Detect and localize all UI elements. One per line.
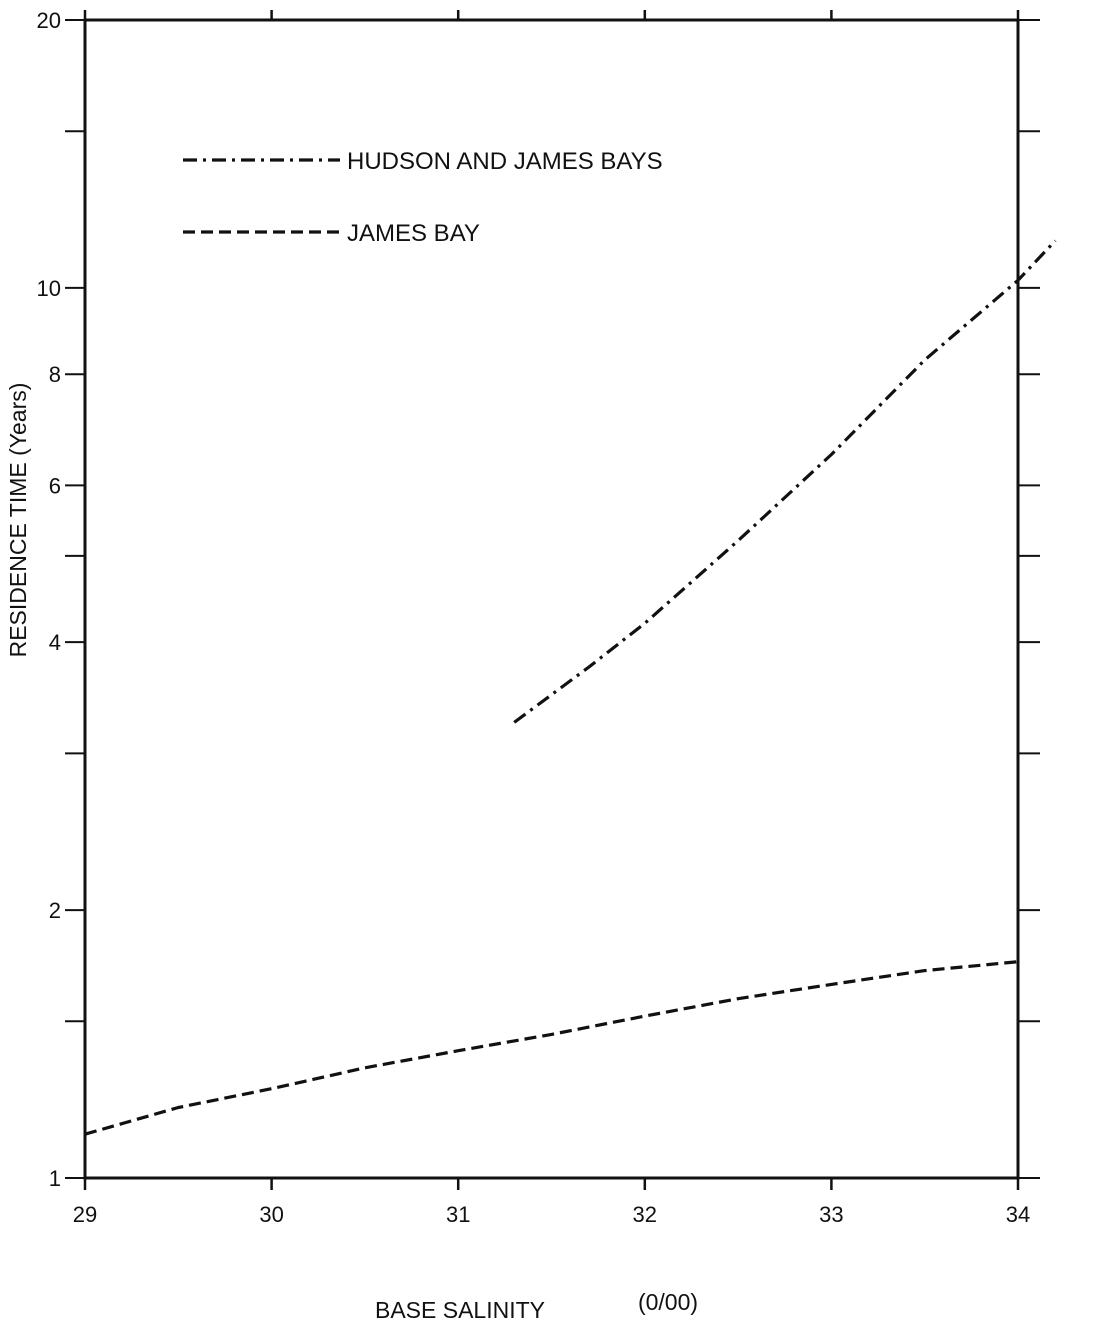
y-axis: 1 2 4 6 8 10 20 xyxy=(37,8,1040,1191)
x-axis-title: BASE SALINITY xyxy=(375,1297,545,1323)
series-line-hudson-and-james-bays xyxy=(513,239,1057,724)
x-tick-label: 33 xyxy=(819,1202,843,1227)
x-tick-label: 30 xyxy=(259,1202,283,1227)
plot-frame xyxy=(83,18,1020,1180)
y-tick-label: 4 xyxy=(49,630,61,655)
y-tick-label: 20 xyxy=(37,8,61,33)
y-tick-label: 2 xyxy=(49,898,61,923)
x-tick-label: 34 xyxy=(1006,1202,1030,1227)
x-tick-label: 32 xyxy=(633,1202,657,1227)
series-layer xyxy=(84,239,1057,1136)
y-tick-label: 10 xyxy=(37,276,61,301)
y-tick-label: 6 xyxy=(49,473,61,498)
x-tick-label: 29 xyxy=(73,1202,97,1227)
legend: HUDSON AND JAMES BAYS JAMES BAY xyxy=(183,148,663,247)
plot-border xyxy=(83,18,1020,1180)
x-axis: 29 30 31 32 33 34 xyxy=(73,10,1030,1227)
x-tick-label: 31 xyxy=(446,1202,470,1227)
x-axis-unit: (0/00) xyxy=(638,1289,698,1315)
y-tick-label: 1 xyxy=(49,1166,61,1191)
legend-label: HUDSON AND JAMES BAYS xyxy=(347,148,663,175)
y-tick-label: 8 xyxy=(49,362,61,387)
series-line-james-bay xyxy=(84,960,1019,1136)
legend-label: JAMES BAY xyxy=(347,220,480,247)
y-axis-title: RESIDENCE TIME (Years) xyxy=(5,383,31,658)
